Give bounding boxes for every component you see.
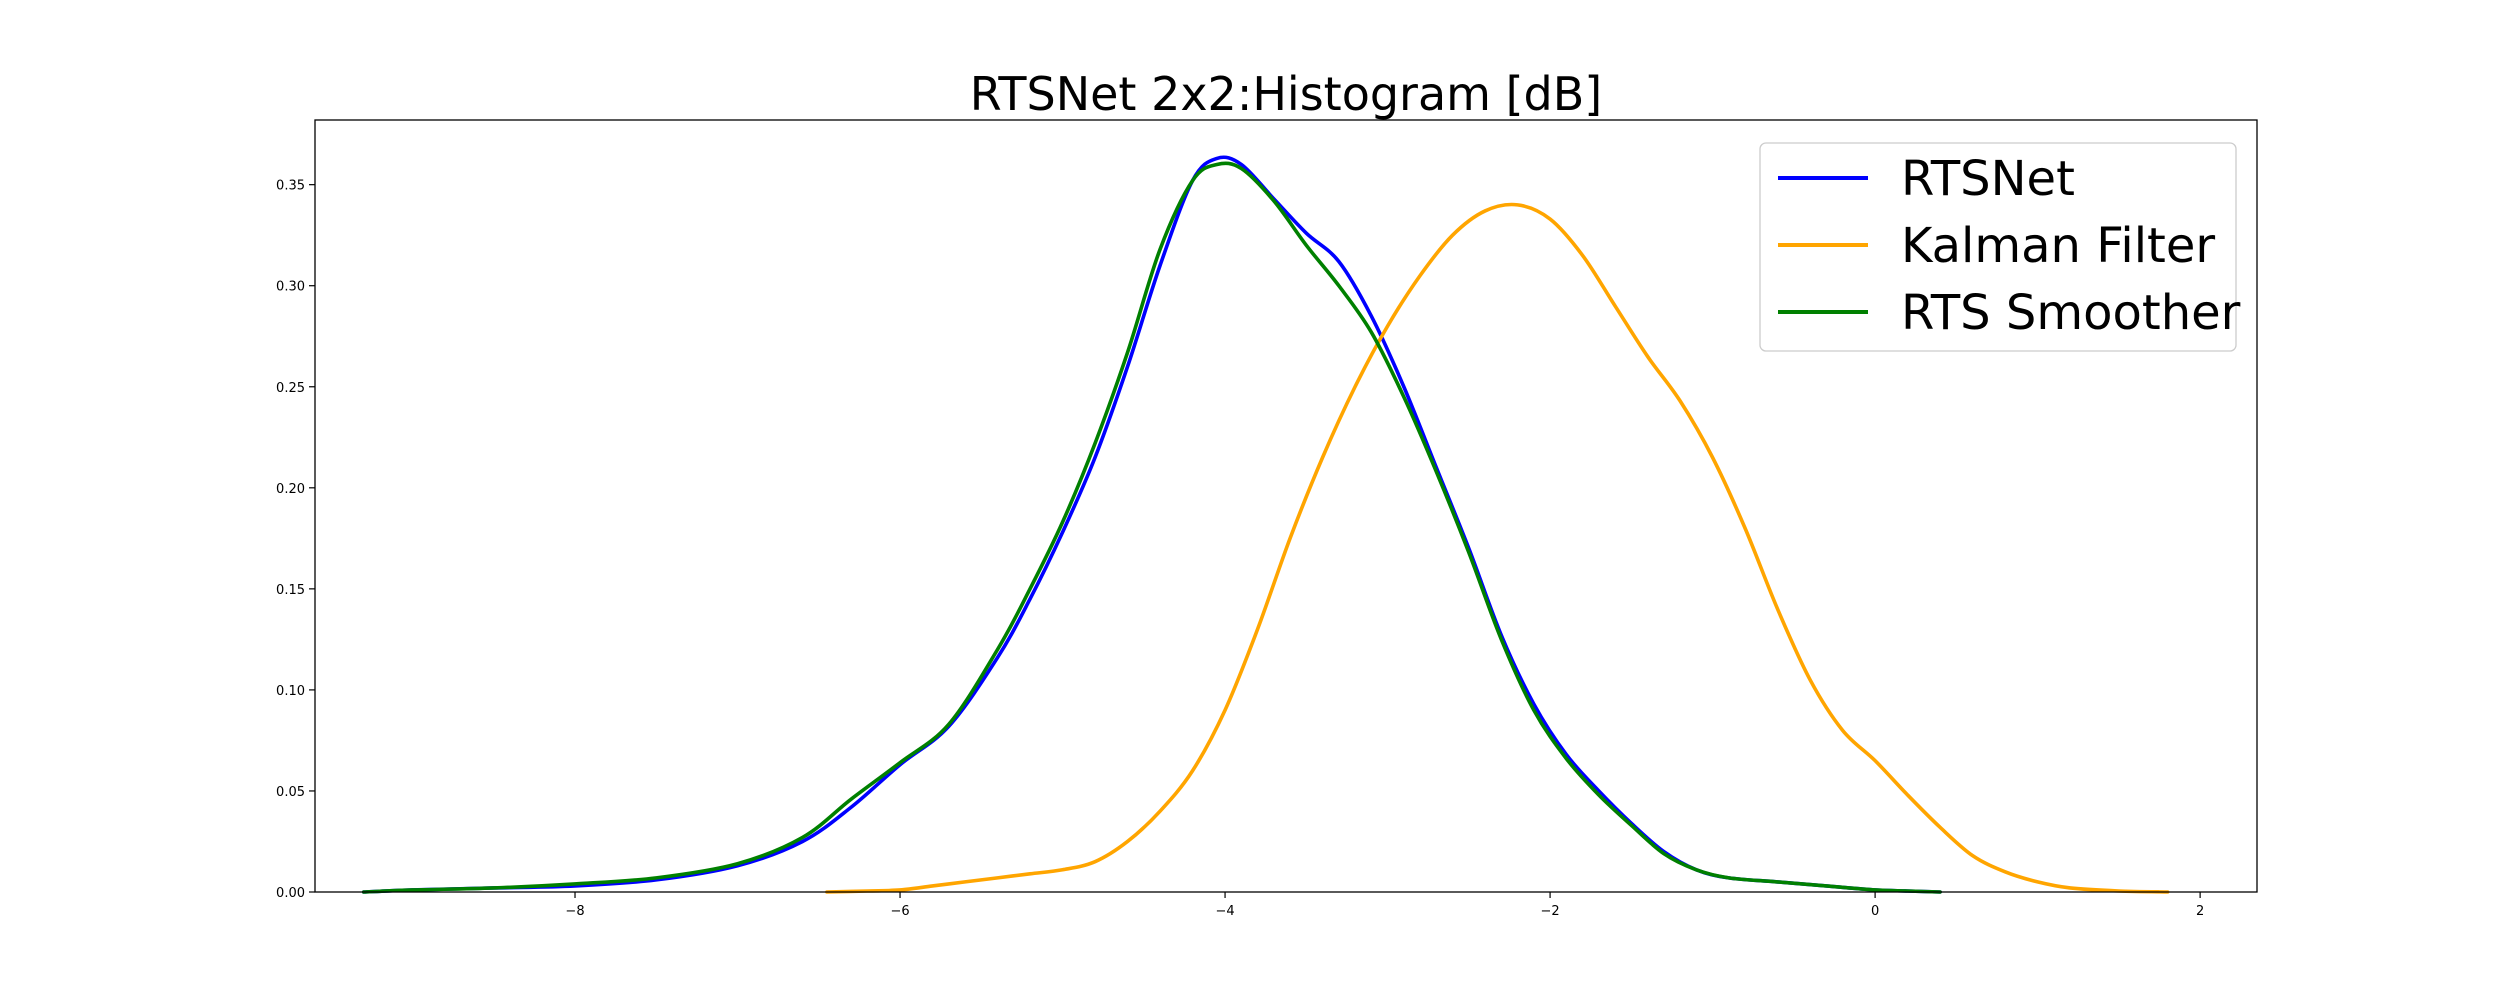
x-axis: −8 −6 −4 −2 0 2 bbox=[565, 892, 2204, 919]
series-line-kalman-filter bbox=[825, 202, 2170, 894]
series-layer bbox=[361, 155, 2170, 894]
x-tick-label: −8 bbox=[565, 904, 584, 919]
y-tick-label: 0.35 bbox=[276, 179, 305, 194]
y-tick-label: 0.10 bbox=[276, 684, 305, 699]
y-tick-label: 0.20 bbox=[276, 482, 305, 497]
y-tick-label: 0.15 bbox=[276, 583, 305, 598]
legend-label: RTSNet bbox=[1901, 151, 2075, 207]
x-tick-label: −6 bbox=[890, 904, 909, 919]
chart-title: RTSNet 2x2:Histogram [dB] bbox=[970, 67, 1602, 121]
series-line-rts-smoother bbox=[361, 161, 1942, 894]
x-tick-label: −4 bbox=[1215, 904, 1234, 919]
legend-label: Kalman Filter bbox=[1901, 218, 2215, 274]
y-tick-label: 0.30 bbox=[276, 280, 305, 295]
y-tick-label: 0.05 bbox=[276, 785, 305, 800]
legend-label: RTS Smoother bbox=[1901, 285, 2241, 341]
plot-frame bbox=[314, 119, 2258, 893]
x-tick-label: 2 bbox=[2196, 904, 2204, 919]
y-tick-label: 0.25 bbox=[276, 381, 305, 396]
x-tick-label: −2 bbox=[1540, 904, 1559, 919]
y-axis: 0.00 0.05 0.10 0.15 0.20 0.25 0.30 0.35 bbox=[276, 179, 315, 901]
y-tick-label: 0.00 bbox=[276, 886, 305, 901]
x-tick-label: 0 bbox=[1871, 904, 1879, 919]
legend: RTSNet Kalman Filter RTS Smoother bbox=[1759, 142, 2241, 352]
legend-box bbox=[1759, 142, 2237, 352]
